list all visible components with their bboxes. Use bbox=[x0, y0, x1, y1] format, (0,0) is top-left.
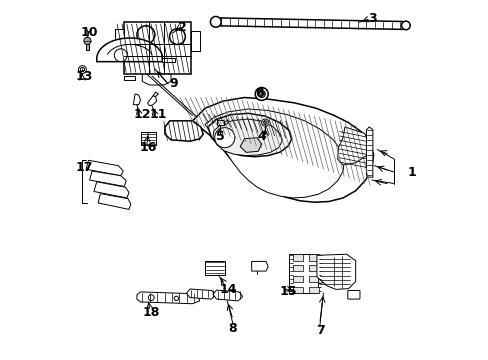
Text: 17: 17 bbox=[76, 161, 93, 174]
Polygon shape bbox=[142, 74, 171, 85]
Polygon shape bbox=[318, 277, 326, 284]
Circle shape bbox=[148, 295, 154, 301]
Bar bbox=[292, 265, 303, 271]
Circle shape bbox=[401, 21, 409, 30]
Text: 16: 16 bbox=[140, 141, 157, 154]
Circle shape bbox=[261, 119, 268, 126]
Bar bbox=[292, 287, 303, 293]
Polygon shape bbox=[186, 289, 215, 299]
Polygon shape bbox=[124, 76, 135, 80]
Text: 7: 7 bbox=[316, 324, 325, 337]
Polygon shape bbox=[212, 290, 242, 301]
Polygon shape bbox=[337, 127, 368, 165]
Circle shape bbox=[78, 66, 86, 73]
Polygon shape bbox=[366, 127, 372, 177]
Circle shape bbox=[80, 67, 84, 72]
Polygon shape bbox=[98, 194, 131, 210]
Text: 3: 3 bbox=[367, 12, 376, 25]
Bar bbox=[308, 265, 319, 271]
Polygon shape bbox=[240, 138, 261, 152]
Circle shape bbox=[255, 87, 267, 100]
Bar bbox=[292, 276, 303, 282]
Polygon shape bbox=[212, 119, 282, 156]
Text: 4: 4 bbox=[257, 130, 265, 144]
Polygon shape bbox=[316, 254, 355, 289]
Text: 9: 9 bbox=[169, 77, 178, 90]
Text: 12: 12 bbox=[134, 108, 151, 121]
FancyBboxPatch shape bbox=[347, 291, 359, 299]
Polygon shape bbox=[214, 18, 408, 30]
Text: 5: 5 bbox=[215, 130, 224, 144]
Circle shape bbox=[214, 128, 234, 148]
Circle shape bbox=[210, 17, 221, 27]
Polygon shape bbox=[251, 261, 267, 271]
Circle shape bbox=[114, 49, 127, 62]
Polygon shape bbox=[190, 31, 199, 51]
Polygon shape bbox=[217, 120, 224, 125]
Polygon shape bbox=[207, 113, 291, 157]
Text: 1: 1 bbox=[407, 166, 416, 179]
Polygon shape bbox=[147, 96, 156, 106]
Circle shape bbox=[174, 296, 178, 301]
Bar bbox=[308, 287, 319, 293]
Bar bbox=[308, 276, 319, 282]
Polygon shape bbox=[86, 44, 89, 50]
Polygon shape bbox=[94, 182, 129, 198]
Polygon shape bbox=[133, 94, 140, 105]
Text: 6: 6 bbox=[255, 87, 264, 100]
Circle shape bbox=[263, 121, 266, 125]
Bar bbox=[124, 22, 190, 74]
Polygon shape bbox=[153, 92, 158, 96]
Text: 2: 2 bbox=[178, 21, 186, 34]
Text: 11: 11 bbox=[149, 108, 166, 121]
Polygon shape bbox=[162, 58, 174, 62]
Polygon shape bbox=[192, 98, 373, 202]
Polygon shape bbox=[89, 171, 126, 186]
Polygon shape bbox=[97, 38, 162, 62]
Text: 13: 13 bbox=[76, 70, 93, 83]
Bar bbox=[140, 132, 156, 145]
Polygon shape bbox=[137, 292, 199, 304]
Polygon shape bbox=[224, 120, 227, 125]
Bar bbox=[204, 261, 224, 275]
Text: 8: 8 bbox=[228, 322, 237, 335]
Polygon shape bbox=[115, 30, 124, 49]
Text: 15: 15 bbox=[279, 285, 297, 298]
Circle shape bbox=[258, 90, 265, 98]
Polygon shape bbox=[164, 121, 203, 141]
Polygon shape bbox=[86, 160, 123, 176]
Bar bbox=[292, 254, 303, 261]
Circle shape bbox=[137, 26, 155, 44]
Text: 18: 18 bbox=[142, 306, 160, 319]
Circle shape bbox=[169, 29, 185, 44]
Circle shape bbox=[83, 37, 91, 44]
Polygon shape bbox=[204, 109, 344, 198]
Bar bbox=[289, 253, 317, 293]
Text: 14: 14 bbox=[219, 283, 236, 296]
Bar bbox=[308, 254, 319, 261]
Text: 10: 10 bbox=[80, 27, 98, 40]
